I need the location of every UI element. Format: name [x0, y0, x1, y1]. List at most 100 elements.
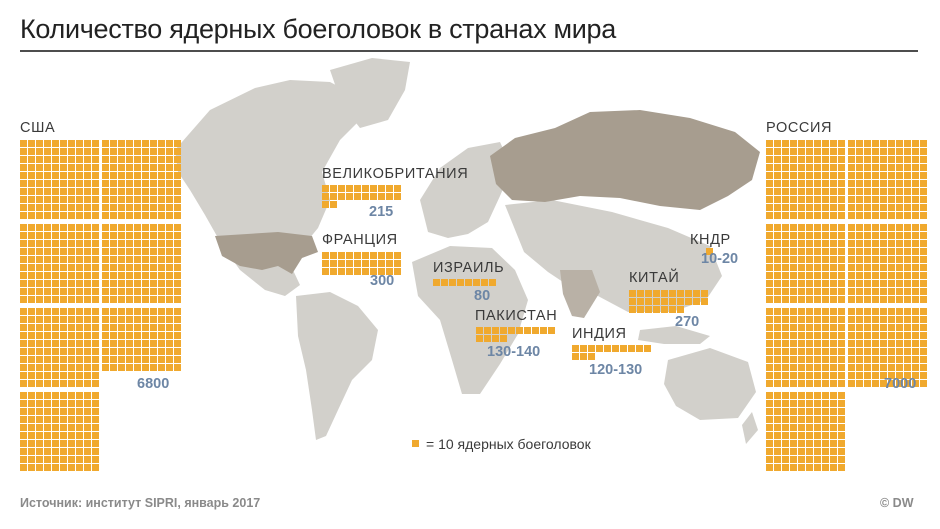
warhead-square-россия: [822, 424, 829, 431]
warhead-square-сша: [92, 348, 99, 355]
warhead-square-великобритания: [322, 201, 329, 208]
warhead-square-россия: [822, 232, 829, 239]
warhead-square-сша: [84, 204, 91, 211]
warhead-square-китай: [653, 290, 660, 297]
warhead-square-россия: [806, 364, 813, 371]
warhead-square-россия: [848, 240, 855, 247]
warhead-square-россия: [888, 140, 895, 147]
source-note: Источник: институт SIPRI, январь 2017: [20, 496, 261, 510]
warhead-square-россия: [798, 416, 805, 423]
warhead-square-сша: [44, 172, 51, 179]
warhead-square-россия: [822, 400, 829, 407]
warhead-square-сша: [166, 148, 173, 155]
warhead-square-россия: [782, 464, 789, 471]
warhead-square-россия: [880, 380, 887, 387]
warhead-square-россия: [790, 164, 797, 171]
warhead-square-россия: [774, 440, 781, 447]
warhead-square-россия: [814, 332, 821, 339]
warhead-square-россия: [766, 188, 773, 195]
warhead-square-россия: [880, 340, 887, 347]
warhead-square-россия: [830, 280, 837, 287]
warhead-square-россия: [856, 204, 863, 211]
warhead-square-сша: [102, 240, 109, 247]
warhead-square-сша: [44, 212, 51, 219]
warhead-square-сша: [166, 280, 173, 287]
warhead-square-сша: [28, 448, 35, 455]
warhead-square-россия: [822, 148, 829, 155]
warhead-square-россия: [912, 380, 919, 387]
warhead-square-сша: [68, 316, 75, 323]
warhead-square-пакистан: [540, 327, 547, 334]
warhead-square-сша: [28, 380, 35, 387]
warhead-square-сша: [142, 264, 149, 271]
warhead-square-сша: [84, 172, 91, 179]
warhead-square-россия: [848, 348, 855, 355]
warhead-square-сша: [150, 224, 157, 231]
warhead-square-россия: [790, 156, 797, 163]
warhead-square-сша: [102, 364, 109, 371]
warhead-square-сша: [52, 332, 59, 339]
warhead-square-сша: [68, 188, 75, 195]
warhead-square-россия: [822, 164, 829, 171]
warhead-square-россия: [920, 196, 927, 203]
warhead-square-сша: [36, 204, 43, 211]
warhead-square-россия: [838, 440, 845, 447]
warhead-square-сша: [92, 364, 99, 371]
warhead-square-сша: [76, 172, 83, 179]
warhead-square-россия: [806, 180, 813, 187]
warhead-square-сша: [68, 288, 75, 295]
warhead-square-сша: [60, 372, 67, 379]
warhead-square-сша: [52, 380, 59, 387]
warhead-square-россия: [864, 188, 871, 195]
legend-text: = 10 ядерных боеголовок: [426, 436, 592, 452]
warhead-square-сша: [174, 188, 181, 195]
warhead-square-сша: [44, 204, 51, 211]
warhead-square-сша: [36, 240, 43, 247]
warhead-square-сша: [158, 212, 165, 219]
warhead-square-сша: [28, 172, 35, 179]
warhead-square-сша: [76, 416, 83, 423]
warhead-square-сша: [84, 264, 91, 271]
warhead-square-россия: [782, 456, 789, 463]
warhead-square-россия: [896, 264, 903, 271]
warhead-square-россия: [912, 196, 919, 203]
warhead-square-сша: [60, 156, 67, 163]
warhead-square-россия: [774, 148, 781, 155]
warhead-square-россия: [798, 172, 805, 179]
warhead-square-россия: [838, 340, 845, 347]
warhead-square-россия: [798, 400, 805, 407]
warhead-square-сша: [84, 240, 91, 247]
warhead-square-сша: [84, 296, 91, 303]
warhead-square-сша: [76, 156, 83, 163]
warhead-square-россия: [904, 224, 911, 231]
warhead-square-сша: [52, 256, 59, 263]
warhead-square-россия: [774, 204, 781, 211]
warhead-square-россия: [920, 340, 927, 347]
warhead-square-россия: [790, 324, 797, 331]
warhead-square-сша: [126, 204, 133, 211]
warhead-square-израиль: [489, 279, 496, 286]
warhead-square-россия: [814, 296, 821, 303]
warhead-square-россия: [880, 316, 887, 323]
warhead-square-россия: [774, 248, 781, 255]
warhead-square-россия: [814, 280, 821, 287]
warhead-square-сша: [134, 240, 141, 247]
warhead-square-россия: [872, 316, 879, 323]
warhead-square-сша: [92, 180, 99, 187]
warhead-square-сша: [60, 440, 67, 447]
warhead-square-сша: [166, 232, 173, 239]
warhead-square-россия: [782, 424, 789, 431]
warhead-square-сша: [158, 324, 165, 331]
warhead-square-сша: [52, 348, 59, 355]
warhead-square-россия: [888, 256, 895, 263]
warhead-square-сша: [68, 156, 75, 163]
warhead-square-россия: [814, 364, 821, 371]
warhead-square-сша: [118, 340, 125, 347]
warhead-square-сша: [150, 256, 157, 263]
warhead-square-индия: [628, 345, 635, 352]
warhead-square-россия: [806, 424, 813, 431]
warhead-square-сша: [52, 248, 59, 255]
warhead-square-сша: [158, 308, 165, 315]
warhead-square-россия: [830, 416, 837, 423]
warhead-square-сша: [92, 256, 99, 263]
